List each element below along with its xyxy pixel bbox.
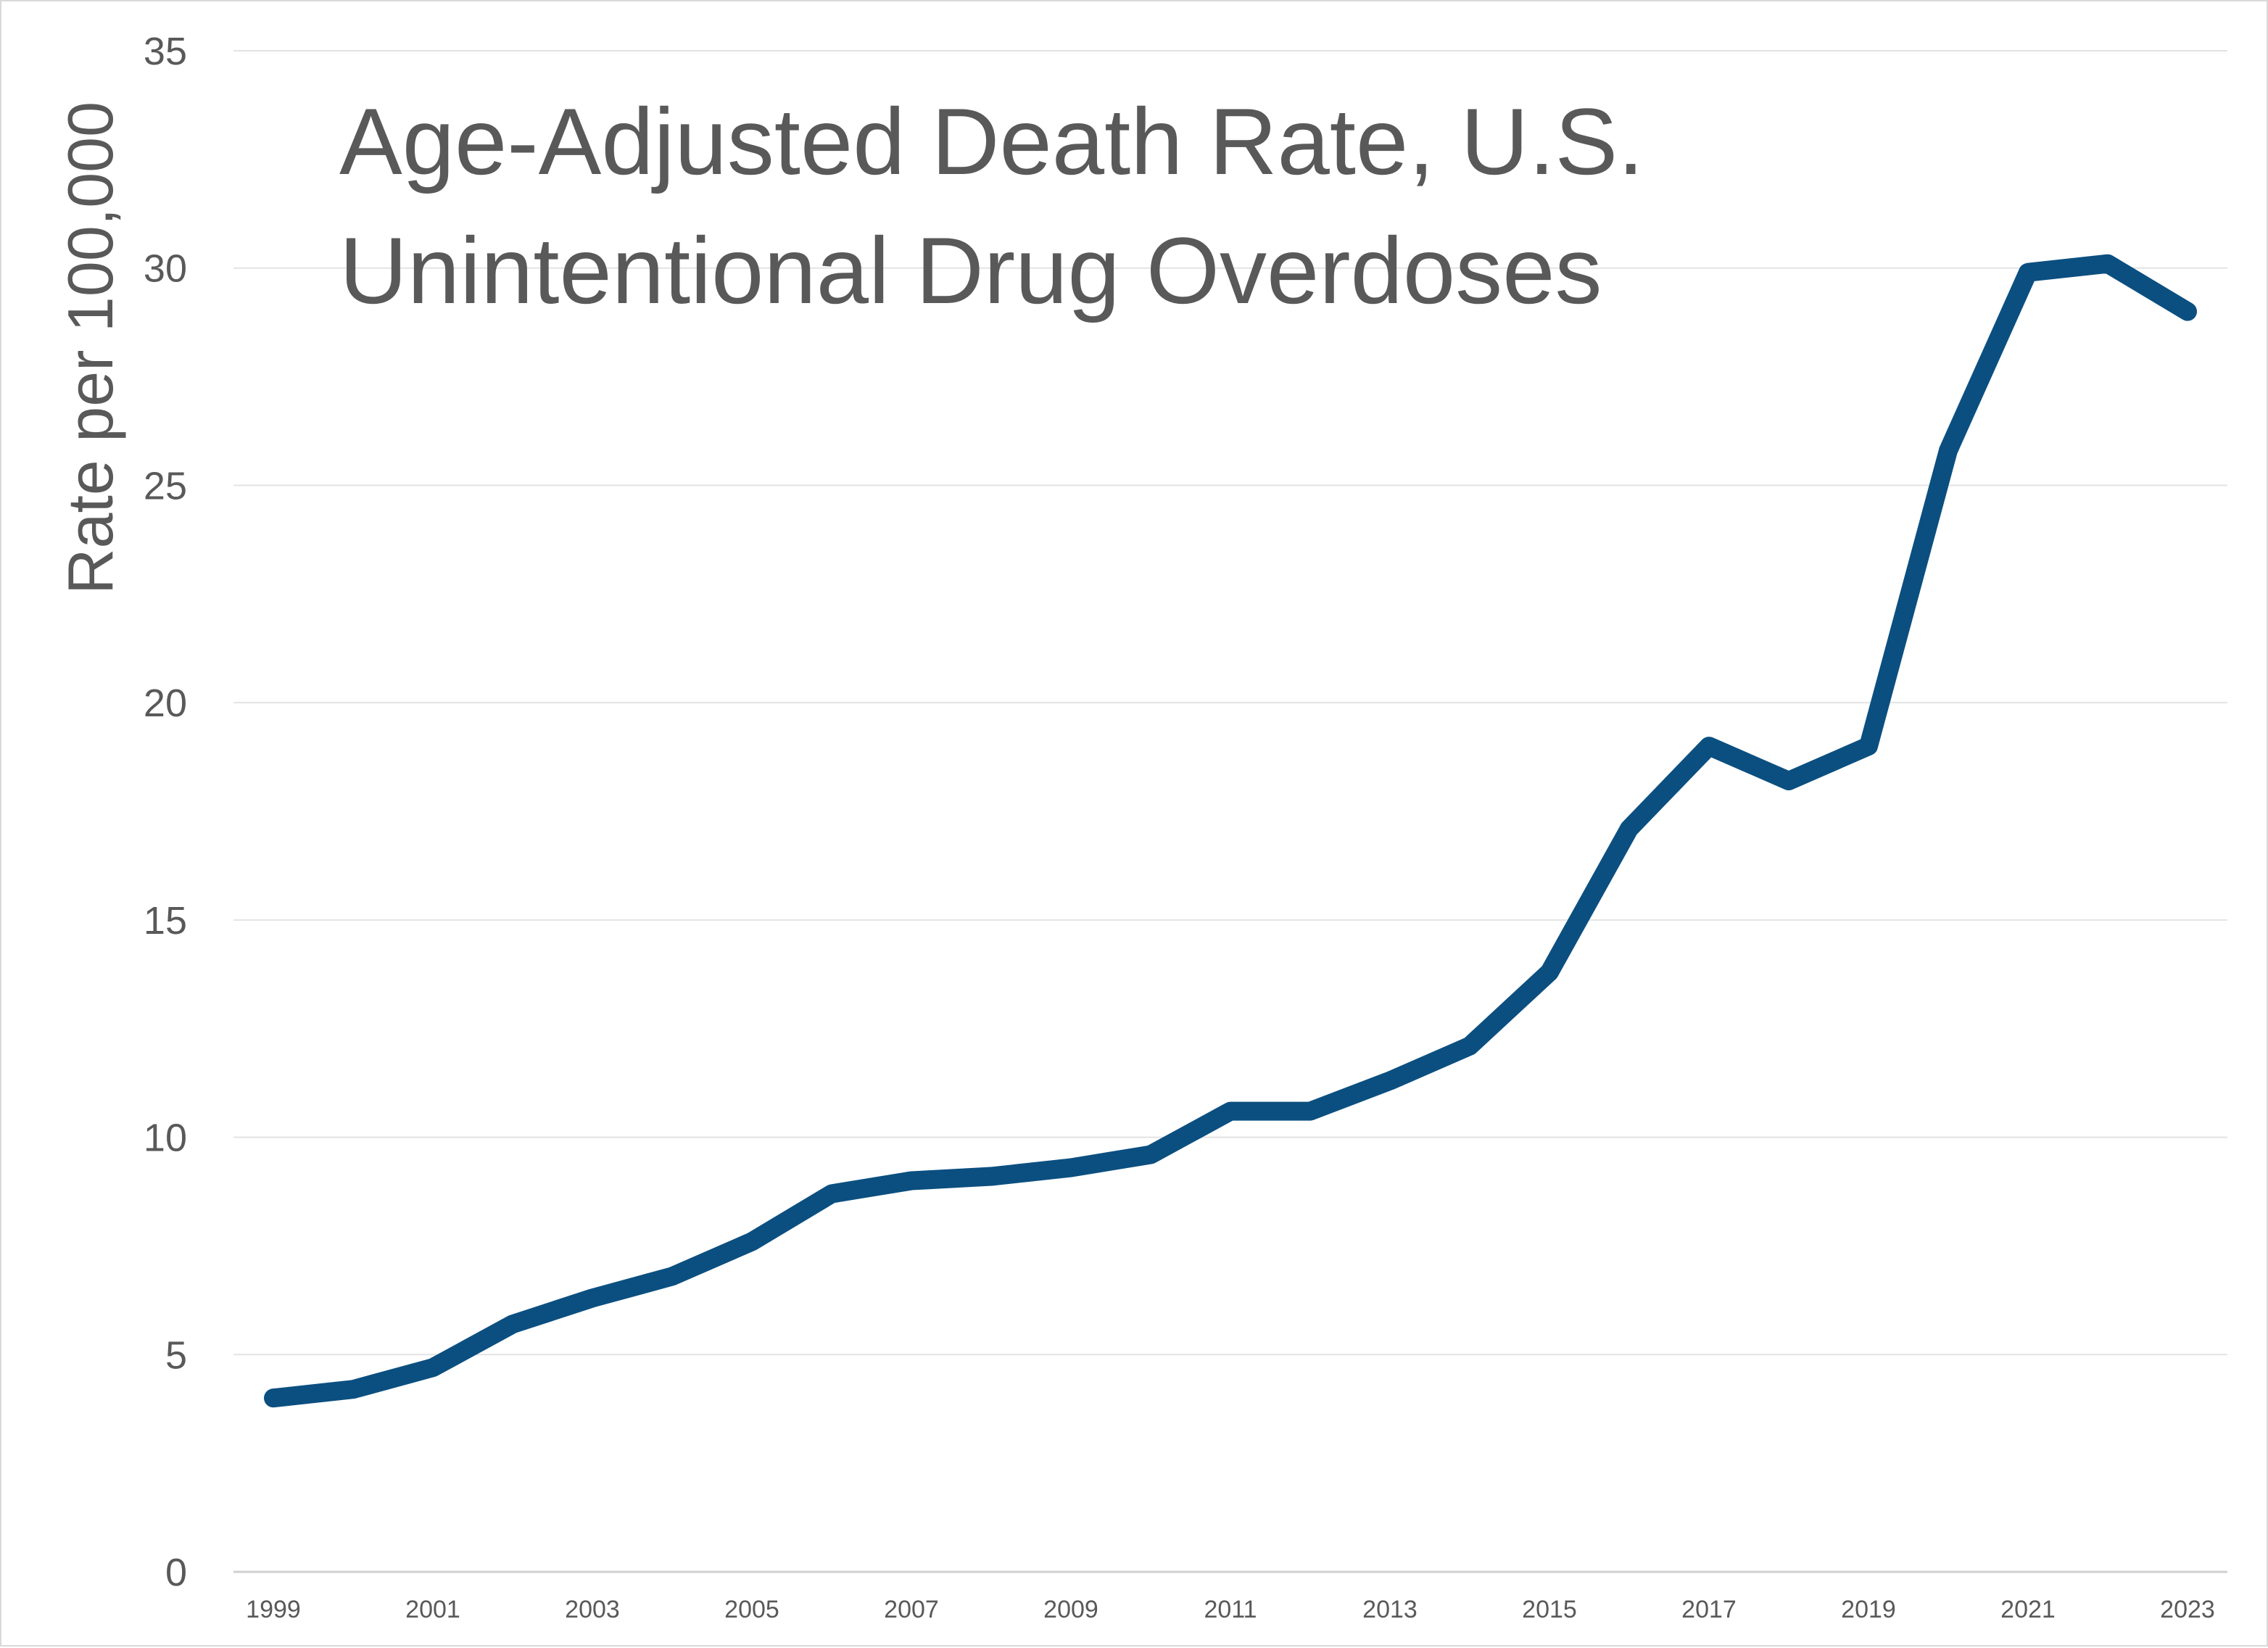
series-layer [264,254,2197,1408]
data-point [1708,745,1710,748]
x-tick-label: 2023 [2160,1596,2215,1623]
x-tick-label: 2001 [405,1596,460,1623]
data-point [1788,780,1789,782]
x-tick-label: 2005 [724,1596,779,1623]
y-axis-ticks: 0 5 10 15 20 25 30 35 [144,30,187,1594]
y-tick-label: 20 [144,682,187,725]
x-tick-label: 2017 [1681,1596,1737,1623]
data-point [1469,1045,1470,1047]
x-tick-label: 2003 [565,1596,620,1623]
data-point [352,1388,354,1391]
data-point [671,1275,673,1278]
data-point [1868,745,1869,748]
data-point [1070,1167,1072,1169]
data-point [1150,1154,1151,1156]
data-point [1309,1110,1311,1112]
data-point [911,1180,912,1182]
chart-title-line-2: Unintentional Drug Overdoses [339,218,1602,323]
data-point [1389,1080,1391,1082]
data-point [751,1241,753,1243]
series-line [264,254,2197,1408]
y-tick-label: 0 [165,1551,187,1594]
data-point [2187,310,2188,312]
data-point [1948,450,1949,452]
x-tick-label: 2009 [1043,1596,1098,1623]
data-point [2107,262,2108,265]
x-tick-label: 2021 [2000,1596,2056,1623]
data-point [1628,827,1630,829]
data-point [1230,1110,1231,1112]
y-tick-label: 15 [144,899,187,943]
data-point [831,1193,832,1195]
gridlines [233,50,2227,1356]
data-point [273,1397,274,1399]
x-tick-label: 1999 [246,1596,301,1623]
data-point [1549,971,1550,973]
x-tick-label: 2007 [884,1596,939,1623]
chart-title-line-1: Age-Adjusted Death Rate, U.S. [339,88,1644,194]
x-tick-label: 2019 [1841,1596,1896,1623]
y-tick-label: 25 [144,464,187,508]
y-tick-label: 10 [144,1117,187,1160]
y-tick-label: 5 [165,1333,187,1377]
y-tick-label: 35 [144,30,187,73]
x-tick-label: 2013 [1362,1596,1418,1623]
x-tick-label: 2011 [1204,1596,1257,1623]
data-point [512,1323,513,1325]
data-point [990,1175,992,1177]
x-tick-label: 2015 [1522,1596,1577,1623]
data-point [432,1367,434,1369]
y-tick-label: 30 [144,247,187,291]
y-axis-label: Rate per 100,000 [54,102,126,595]
data-point [2027,271,2029,273]
data-point [592,1297,593,1299]
x-axis-ticks: 1999 2001 2003 2005 2007 2009 2011 2013 2015 2017… [246,1596,2215,1623]
